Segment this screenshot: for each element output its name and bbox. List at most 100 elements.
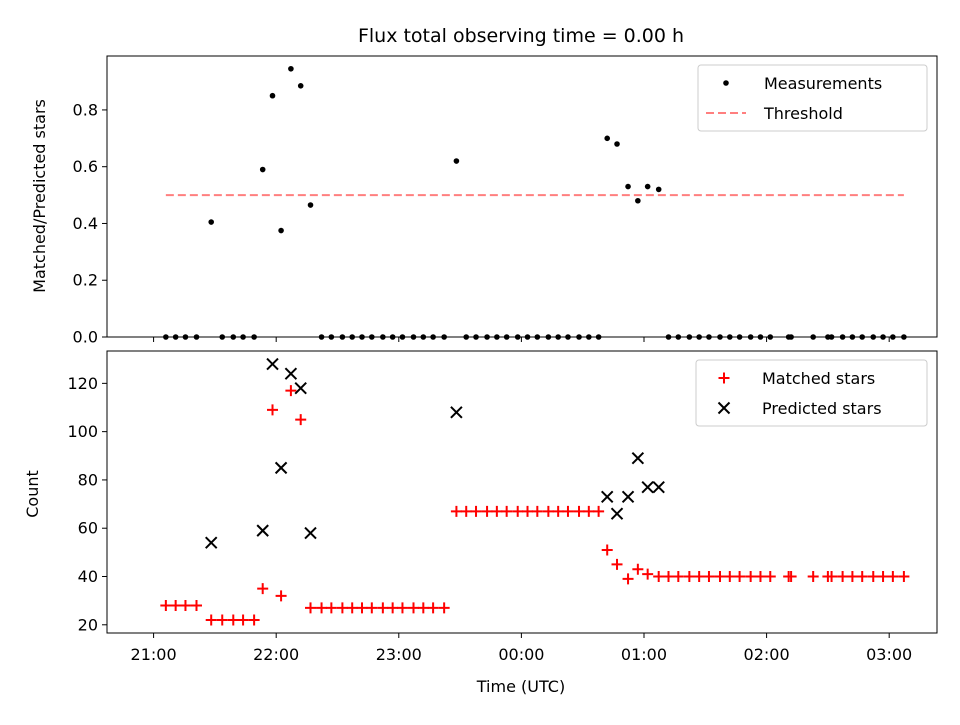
data-point: [399, 334, 406, 340]
data-point: [734, 571, 746, 583]
data-point: [295, 414, 307, 426]
x-axis-label: Time (UTC): [476, 677, 565, 696]
data-point: [745, 571, 757, 583]
data-point: [163, 334, 169, 340]
y-tick-label: 60: [78, 519, 98, 538]
data-point: [193, 334, 200, 340]
data-point: [534, 334, 541, 340]
data-point: [867, 571, 879, 583]
data-point: [614, 141, 620, 147]
data-point: [172, 334, 179, 340]
data-point: [328, 334, 335, 340]
data-point: [522, 505, 534, 517]
data-point: [714, 571, 726, 583]
data-point: [672, 571, 684, 583]
data-point: [724, 571, 736, 583]
data-point: [601, 544, 613, 556]
data-point: [828, 334, 835, 340]
data-point: [307, 202, 314, 208]
data-point: [494, 334, 500, 340]
data-point: [259, 166, 266, 173]
data-point: [216, 614, 228, 626]
y-tick-label: 0.0: [73, 328, 98, 347]
data-point: [632, 563, 644, 575]
y-tick-label: 0.8: [73, 100, 98, 119]
x-tick-label: 01:00: [621, 645, 667, 664]
legend-marker: [723, 80, 729, 86]
data-point: [294, 381, 307, 395]
data-point: [441, 334, 447, 340]
series-measurements: [163, 65, 907, 340]
data-point: [481, 505, 493, 517]
data-point: [754, 571, 766, 583]
data-point: [880, 334, 886, 340]
data-point: [625, 183, 631, 190]
data-point: [652, 480, 665, 494]
data-point: [240, 334, 246, 340]
legend-marker: [717, 401, 731, 415]
data-point: [463, 334, 470, 340]
data-point: [839, 334, 846, 340]
data-point: [595, 334, 602, 340]
legend-label: Matched stars: [762, 369, 875, 388]
data-point: [205, 536, 218, 549]
data-point: [785, 571, 797, 583]
data-point: [190, 599, 202, 611]
data-point: [349, 334, 355, 340]
data-point: [356, 602, 368, 614]
data-point: [736, 334, 743, 340]
data-point: [417, 602, 429, 614]
data-point: [653, 571, 665, 583]
data-point: [473, 334, 479, 340]
x-tick-label: 22:00: [253, 645, 299, 664]
data-point: [470, 505, 482, 517]
data-point: [573, 505, 585, 517]
data-point: [898, 571, 910, 583]
data-point: [325, 602, 337, 614]
x-tick-label: 21:00: [131, 645, 177, 664]
data-point: [767, 334, 774, 340]
data-point: [788, 334, 794, 340]
y-tick-label: 0.4: [73, 214, 98, 233]
data-point: [635, 197, 641, 204]
data-point: [318, 334, 325, 340]
data-point: [586, 334, 592, 340]
data-point: [727, 334, 733, 340]
x-tick-label: 02:00: [744, 645, 790, 664]
data-point: [227, 614, 239, 626]
data-point: [208, 219, 215, 225]
data-point: [491, 505, 503, 517]
data-point: [807, 571, 819, 583]
data-point: [683, 571, 695, 583]
data-point: [316, 602, 328, 614]
data-point: [757, 334, 764, 340]
data-point: [438, 602, 450, 614]
data-point: [856, 571, 868, 583]
top-y-axis-label: Matched/Predicted stars: [30, 99, 49, 293]
data-point: [380, 334, 386, 340]
y-tick-label: 20: [78, 615, 98, 634]
data-point: [545, 334, 552, 340]
legend-marker: [718, 372, 730, 384]
bottom-panel: 20 40 60 80 100 120 21:00 22:00 23:00 00:00 01:00 0…: [67, 350, 938, 664]
data-point: [600, 490, 614, 504]
data-point: [182, 334, 189, 340]
data-point: [346, 602, 358, 614]
data-point: [256, 524, 269, 537]
data-point: [427, 602, 439, 614]
data-point: [285, 385, 297, 397]
data-point: [219, 334, 226, 340]
data-point: [297, 83, 304, 89]
x-tick-label: 00:00: [498, 645, 544, 664]
data-point: [644, 183, 651, 190]
chart-title: Flux total observing time = 0.00 h: [358, 25, 684, 47]
data-point: [251, 334, 257, 340]
data-point: [764, 571, 776, 583]
bottom-y-axis-label: Count: [23, 470, 42, 518]
data-point: [552, 505, 564, 517]
data-point: [284, 367, 298, 380]
data-point: [610, 507, 624, 520]
data-point: [237, 614, 249, 626]
